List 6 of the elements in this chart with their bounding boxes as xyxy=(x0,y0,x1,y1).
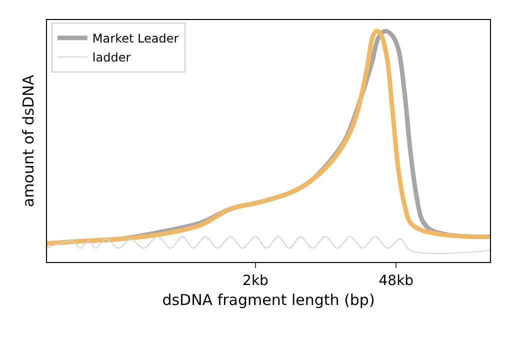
legend-label: Market Leader xyxy=(92,32,179,46)
x-axis-title: dsDNA fragment length (bp) xyxy=(162,290,375,309)
y-axis-title: amount of dsDNA xyxy=(19,74,38,208)
legend-label: ladder xyxy=(92,50,131,65)
x-tick-label: 2kb xyxy=(242,272,269,289)
x-tick-label: 48kb xyxy=(378,272,414,289)
